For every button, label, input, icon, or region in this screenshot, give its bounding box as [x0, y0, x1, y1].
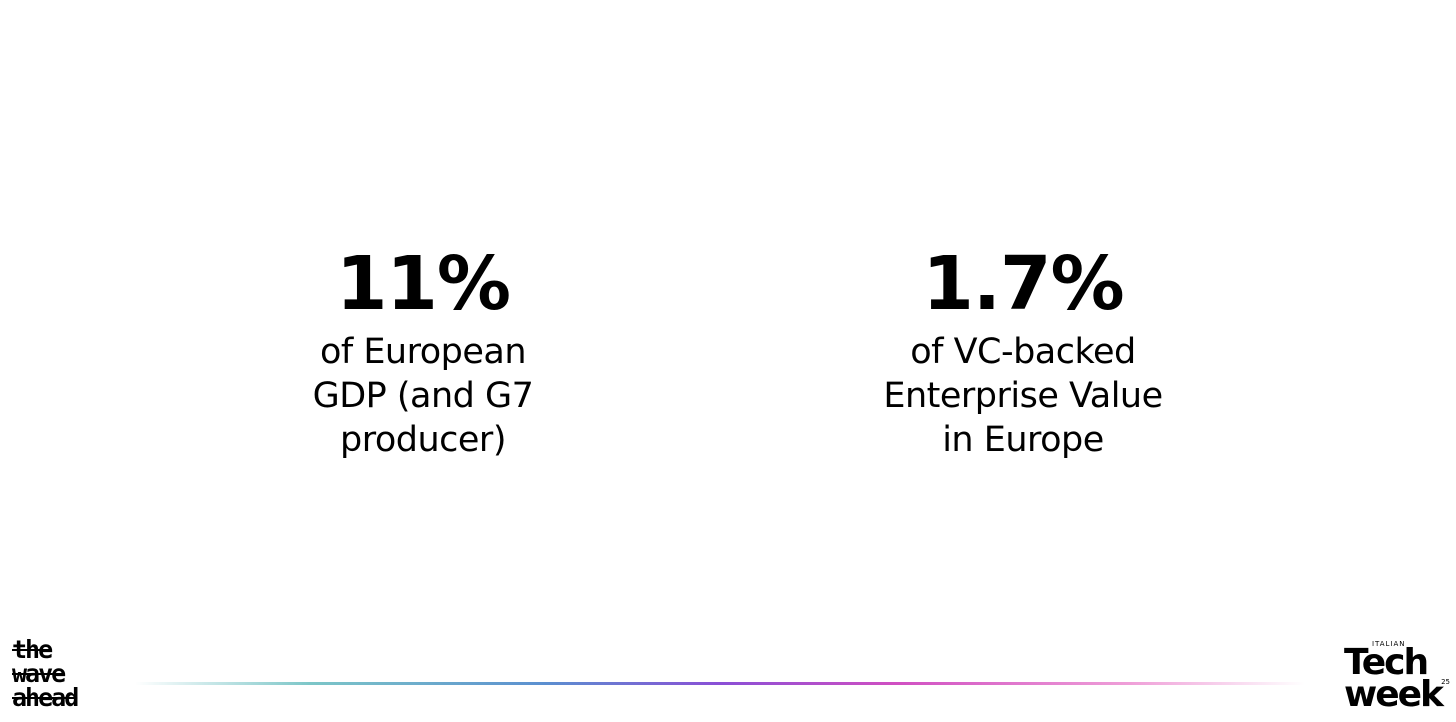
logo-text: ahead — [12, 683, 79, 712]
stat: 11% of European GDP (and G7 producer) — [213, 238, 633, 462]
stat-figure: 1.7% — [922, 241, 1124, 327]
stat-text: producer) — [340, 420, 506, 460]
stat-text: of European — [319, 332, 527, 372]
logo-text: wave — [12, 659, 66, 688]
stat: 1.7% of VC-backed Enterprise Value in Eu… — [813, 238, 1233, 462]
logo-text: week — [1343, 674, 1444, 715]
logo-text: Tech — [1343, 642, 1429, 683]
logo-text: the — [12, 635, 53, 664]
stat-figure: 11% — [335, 241, 511, 327]
logo-tech-week: ITALIAN Tech week 25 — [1343, 640, 1450, 715]
stat-text: GDP (and G7 — [312, 376, 534, 416]
logo-text: 25 — [1441, 678, 1450, 686]
logo-wave-ahead: the wave ahead — [12, 635, 79, 712]
stat-text: in Europe — [942, 420, 1104, 460]
logo-text: ITALIAN — [1371, 640, 1406, 648]
stat-text: of VC-backed — [910, 332, 1136, 372]
stat-text: Enterprise Value — [883, 376, 1163, 416]
gradient-rule — [135, 682, 1305, 685]
